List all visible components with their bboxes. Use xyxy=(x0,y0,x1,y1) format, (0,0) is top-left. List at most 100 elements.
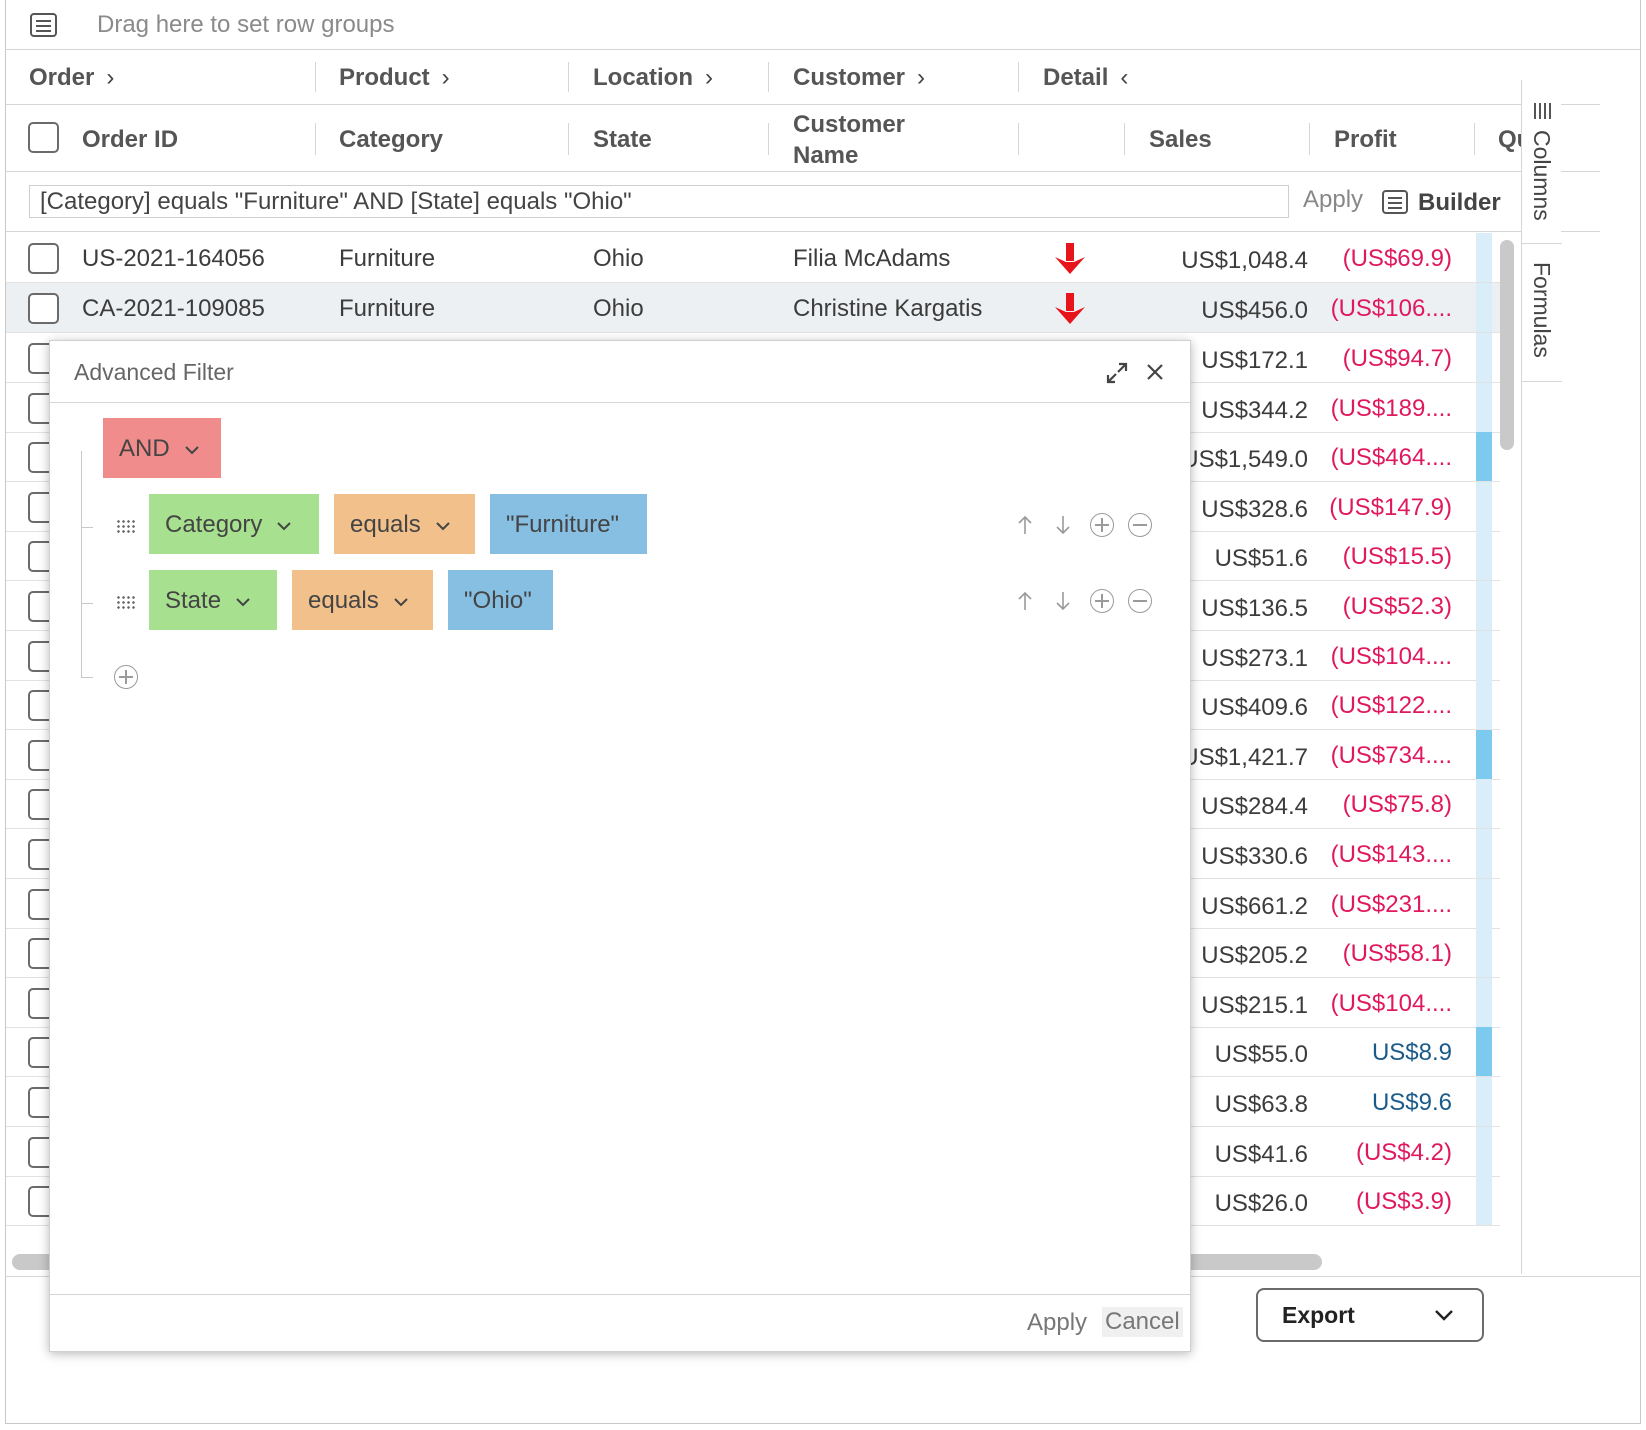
column-header-sales[interactable]: Sales xyxy=(1149,126,1212,153)
cell-sales: US$344.2 xyxy=(1201,397,1308,424)
chevron-right-icon[interactable]: › xyxy=(705,64,713,91)
quantity-bar xyxy=(1476,928,1492,977)
cell-sales: US$273.1 xyxy=(1201,645,1308,672)
chevron-right-icon[interactable]: › xyxy=(106,64,115,91)
move-up-icon[interactable] xyxy=(1016,590,1034,612)
column-header-customer-name[interactable]: Customer Name xyxy=(793,111,905,170)
chevron-down-icon xyxy=(436,521,450,531)
chevron-down-icon xyxy=(236,597,250,607)
cell-profit: (US$734.... xyxy=(1330,742,1452,769)
add-item-icon[interactable] xyxy=(114,665,138,689)
columns-tab-label: Columns xyxy=(1529,130,1555,221)
cell-profit: (US$69.9) xyxy=(1342,245,1452,272)
cell-profit: (US$122.... xyxy=(1330,692,1452,719)
table-row[interactable]: US$205.2 (US$58.1) xyxy=(6,928,1500,978)
cell-category: Furniture xyxy=(339,295,436,322)
group-operator-dropdown[interactable]: AND xyxy=(103,418,221,478)
dialog-apply-button[interactable]: Apply xyxy=(1027,1309,1088,1336)
group-header-customer[interactable]: Customer › xyxy=(793,64,925,92)
column-header-row: Order ID Category State Customer Name Sa… xyxy=(6,105,1600,172)
builder-label: Builder xyxy=(1418,189,1501,216)
filter-apply-button[interactable]: Apply xyxy=(1303,186,1364,213)
cell-order-id: CA-2021-109085 xyxy=(82,295,265,322)
table-row[interactable]: US-2021-164056 Furniture Ohio Filia McAd… xyxy=(6,233,1500,283)
cell-profit: (US$147.9) xyxy=(1329,494,1452,521)
cell-profit: (US$104.... xyxy=(1330,643,1452,670)
drag-handle-icon[interactable] xyxy=(116,595,136,611)
select-all-checkbox[interactable] xyxy=(28,122,59,153)
table-row[interactable]: CA-2021-109085 Furniture Ohio Christine … xyxy=(6,283,1500,333)
group-header-product[interactable]: Product › xyxy=(339,64,450,92)
move-up-icon[interactable] xyxy=(1016,514,1034,536)
condition-value-label: "Ohio" xyxy=(464,587,532,614)
cell-order-id: US-2021-164056 xyxy=(82,245,265,272)
column-header-profit[interactable]: Profit xyxy=(1334,126,1397,153)
cell-sales: US$1,549.0 xyxy=(1181,446,1308,473)
condition-operator-label: equals xyxy=(308,587,379,614)
list-icon xyxy=(1382,190,1408,214)
close-icon[interactable] xyxy=(1145,362,1165,382)
quantity-bar xyxy=(1476,283,1492,332)
condition-operator-dropdown[interactable]: equals xyxy=(334,494,475,554)
maximize-icon[interactable] xyxy=(1105,361,1129,385)
column-header-order-id[interactable]: Order ID xyxy=(82,126,179,153)
group-header-order[interactable]: Order › xyxy=(29,64,114,92)
cell-profit: US$9.6 xyxy=(1371,1089,1452,1116)
table-row[interactable]: US$1,549.0 (US$464.... xyxy=(6,432,1500,482)
cell-sales: US$330.6 xyxy=(1201,843,1308,870)
columns-tab[interactable]: Columns xyxy=(1522,80,1562,244)
cell-sales: US$1,048.4 xyxy=(1181,247,1308,274)
quantity-bar xyxy=(1476,333,1492,382)
cell-state: Ohio xyxy=(593,295,644,322)
chevron-left-icon[interactable]: ‹ xyxy=(1120,64,1129,91)
group-header-label: Customer xyxy=(793,64,906,91)
quantity-bar xyxy=(1476,631,1492,680)
condition-column-dropdown[interactable]: State xyxy=(149,570,277,630)
tree-line xyxy=(81,451,82,677)
cell-profit: (US$104.... xyxy=(1330,990,1452,1017)
group-header-location[interactable]: Location › xyxy=(593,64,713,92)
quantity-bar xyxy=(1476,1176,1492,1225)
row-checkbox[interactable] xyxy=(28,293,59,324)
condition-operator-dropdown[interactable]: equals xyxy=(292,570,433,630)
group-header-label: Detail xyxy=(1043,64,1109,91)
filter-builder-button[interactable]: Builder xyxy=(1382,186,1501,217)
column-header-category[interactable]: Category xyxy=(339,126,444,153)
move-down-icon[interactable] xyxy=(1054,514,1072,536)
row-checkbox[interactable] xyxy=(28,243,59,274)
condition-column-dropdown[interactable]: Category xyxy=(149,494,319,554)
quantity-bar xyxy=(1476,1027,1492,1076)
cell-sales: US$1,421.7 xyxy=(1181,744,1308,771)
chevron-right-icon[interactable]: › xyxy=(917,64,926,91)
column-group-header-row: Order › Product › Location › Customer › Deta… xyxy=(6,50,1600,105)
row-group-panel[interactable]: Drag here to set row groups xyxy=(6,0,1640,50)
move-down-icon[interactable] xyxy=(1054,590,1072,612)
add-condition-icon[interactable] xyxy=(1090,589,1114,613)
condition-value-input[interactable]: "Furniture" xyxy=(490,494,647,554)
cell-profit: (US$231.... xyxy=(1330,891,1452,918)
add-condition-icon[interactable] xyxy=(1090,513,1114,537)
cell-sales: US$215.1 xyxy=(1201,992,1308,1019)
cell-state: Ohio xyxy=(593,245,644,272)
cell-profit: (US$94.7) xyxy=(1342,345,1452,372)
quantity-bar xyxy=(1476,432,1492,481)
chevron-down-icon xyxy=(394,597,408,607)
drag-handle-icon[interactable] xyxy=(116,519,136,535)
cell-sales: US$456.0 xyxy=(1201,297,1308,324)
group-header-detail[interactable]: Detail ‹ xyxy=(1043,64,1128,92)
remove-condition-icon[interactable] xyxy=(1128,589,1152,613)
condition-value-input[interactable]: "Ohio" xyxy=(448,570,553,630)
vertical-scrollbar[interactable] xyxy=(1500,240,1514,450)
quantity-bar xyxy=(1476,482,1492,531)
export-dropdown[interactable]: Export xyxy=(1256,1288,1484,1342)
group-header-label: Product xyxy=(339,64,430,91)
quantity-bar xyxy=(1476,779,1492,828)
chevron-right-icon[interactable]: › xyxy=(441,64,450,91)
remove-condition-icon[interactable] xyxy=(1128,513,1152,537)
table-row[interactable]: US$661.2 (US$231.... xyxy=(6,879,1500,929)
column-header-state[interactable]: State xyxy=(593,126,652,153)
filter-expression-input[interactable]: [Category] equals "Furniture" AND [State… xyxy=(29,185,1289,218)
formulas-tab[interactable]: Formulas xyxy=(1522,244,1562,382)
dialog-cancel-button[interactable]: Cancel xyxy=(1102,1307,1183,1337)
chevron-down-icon xyxy=(1435,1310,1453,1321)
